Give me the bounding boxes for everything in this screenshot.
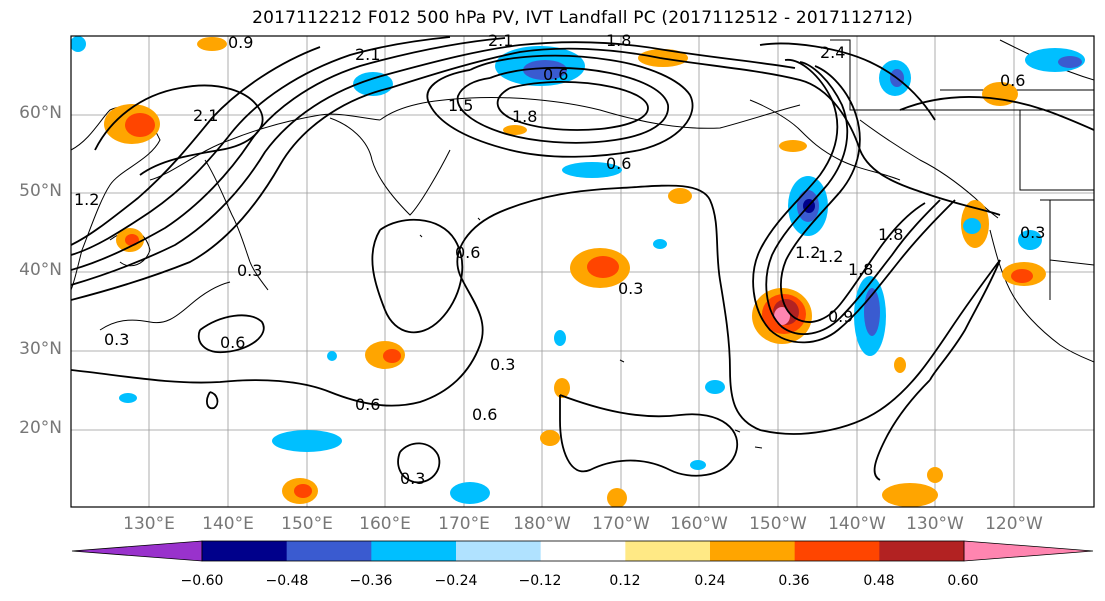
map-title: 2017112212 F012 500 hPa PV, IVT Landfall… <box>252 8 913 28</box>
colorbar-tick-label: 0.36 <box>778 573 810 589</box>
contour-labels: 0.9 2.1 2.1 1.8 0.6 1.8 0.6 1.5 2.1 1.2 … <box>74 31 1045 488</box>
colorbar-swatch <box>540 541 626 561</box>
map-border <box>70 35 1095 508</box>
lon-label-150e: 150°E <box>281 514 333 534</box>
contour-label: 1.8 <box>606 31 631 50</box>
pv-contours <box>71 36 1094 484</box>
lat-label-60n: 60°N <box>19 103 62 123</box>
contour-label: 0.3 <box>237 261 262 280</box>
colorbar-extend-max <box>963 540 1094 562</box>
lon-label-120w: 120°W <box>985 514 1043 534</box>
colorbar-swatch <box>371 541 457 561</box>
contour-label: 0.6 <box>606 154 631 173</box>
colorbar-tick-label: −0.36 <box>349 573 393 589</box>
shaded-anomalies <box>71 36 1085 507</box>
lon-label-170e: 170°E <box>438 514 490 534</box>
contour-label: 0.3 <box>104 330 129 349</box>
contour-label: 0.9 <box>228 33 253 52</box>
contour-label: 0.6 <box>355 395 380 414</box>
lon-label-160w: 160°W <box>670 514 728 534</box>
contour-label: 1.8 <box>512 107 537 126</box>
colorbar-extend-min <box>71 540 203 562</box>
lon-label-170w: 170°W <box>592 514 650 534</box>
contour-label: 2.1 <box>355 45 380 64</box>
contour-label: 1.2 <box>795 243 820 262</box>
colorbar-tick-label: −0.48 <box>265 573 309 589</box>
contour-label: 2.4 <box>820 43 845 62</box>
contour-label: 0.6 <box>543 65 568 84</box>
colorbar-tick-label: 0.12 <box>609 573 641 589</box>
colorbar-tick-label: −0.60 <box>180 573 224 589</box>
colorbar-tick-label: −0.12 <box>518 573 562 589</box>
lat-label-50n: 50°N <box>19 181 62 201</box>
lon-label-180w: 180°W <box>513 514 571 534</box>
contour-label: 0.6 <box>455 243 480 262</box>
colorbar-swatch <box>286 541 372 561</box>
contour-label: 0.3 <box>1020 223 1045 242</box>
lon-label-140e: 140°E <box>202 514 254 534</box>
contour-label: 0.6 <box>472 405 497 424</box>
contour-label: 2.1 <box>193 106 218 125</box>
contour-label: 1.5 <box>448 96 473 115</box>
lon-label-130e: 130°E <box>123 514 175 534</box>
lat-label-30n: 30°N <box>19 339 62 359</box>
colorbar-swatch <box>710 541 796 561</box>
colorbar-tick-label: −0.24 <box>434 573 478 589</box>
contour-label: 1.2 <box>818 247 843 266</box>
contour-label: 0.6 <box>220 333 245 352</box>
colorbar-swatch <box>625 541 711 561</box>
contour-label: 1.8 <box>878 225 903 244</box>
colorbar-swatch <box>202 541 288 561</box>
contour-label: 1.2 <box>74 190 99 209</box>
lon-label-150w: 150°W <box>749 514 807 534</box>
colorbar-tick-label: 0.24 <box>694 573 726 589</box>
contour-label: 0.3 <box>618 279 643 298</box>
contour-label: 0.9 <box>828 307 853 326</box>
colorbar-swatch <box>879 541 965 561</box>
contour-label: 2.1 <box>488 31 513 50</box>
contour-label: 0.3 <box>400 469 425 488</box>
colorbar-swatch <box>456 541 542 561</box>
lat-label-20n: 20°N <box>19 418 62 438</box>
lon-label-130w: 130°W <box>906 514 964 534</box>
colorbar-swatch <box>794 541 880 561</box>
colorbar-outline <box>201 540 965 562</box>
lon-label-160e: 160°E <box>359 514 411 534</box>
contour-label: 0.6 <box>1000 71 1025 90</box>
contour-label: 0.3 <box>490 355 515 374</box>
colorbar <box>71 540 1094 562</box>
lat-label-40n: 40°N <box>19 260 62 280</box>
contour-label: 1.8 <box>848 260 873 279</box>
lon-label-140w: 140°W <box>828 514 886 534</box>
colorbar-tick-label: 0.60 <box>947 573 979 589</box>
colorbar-tick-label: 0.48 <box>863 573 895 589</box>
